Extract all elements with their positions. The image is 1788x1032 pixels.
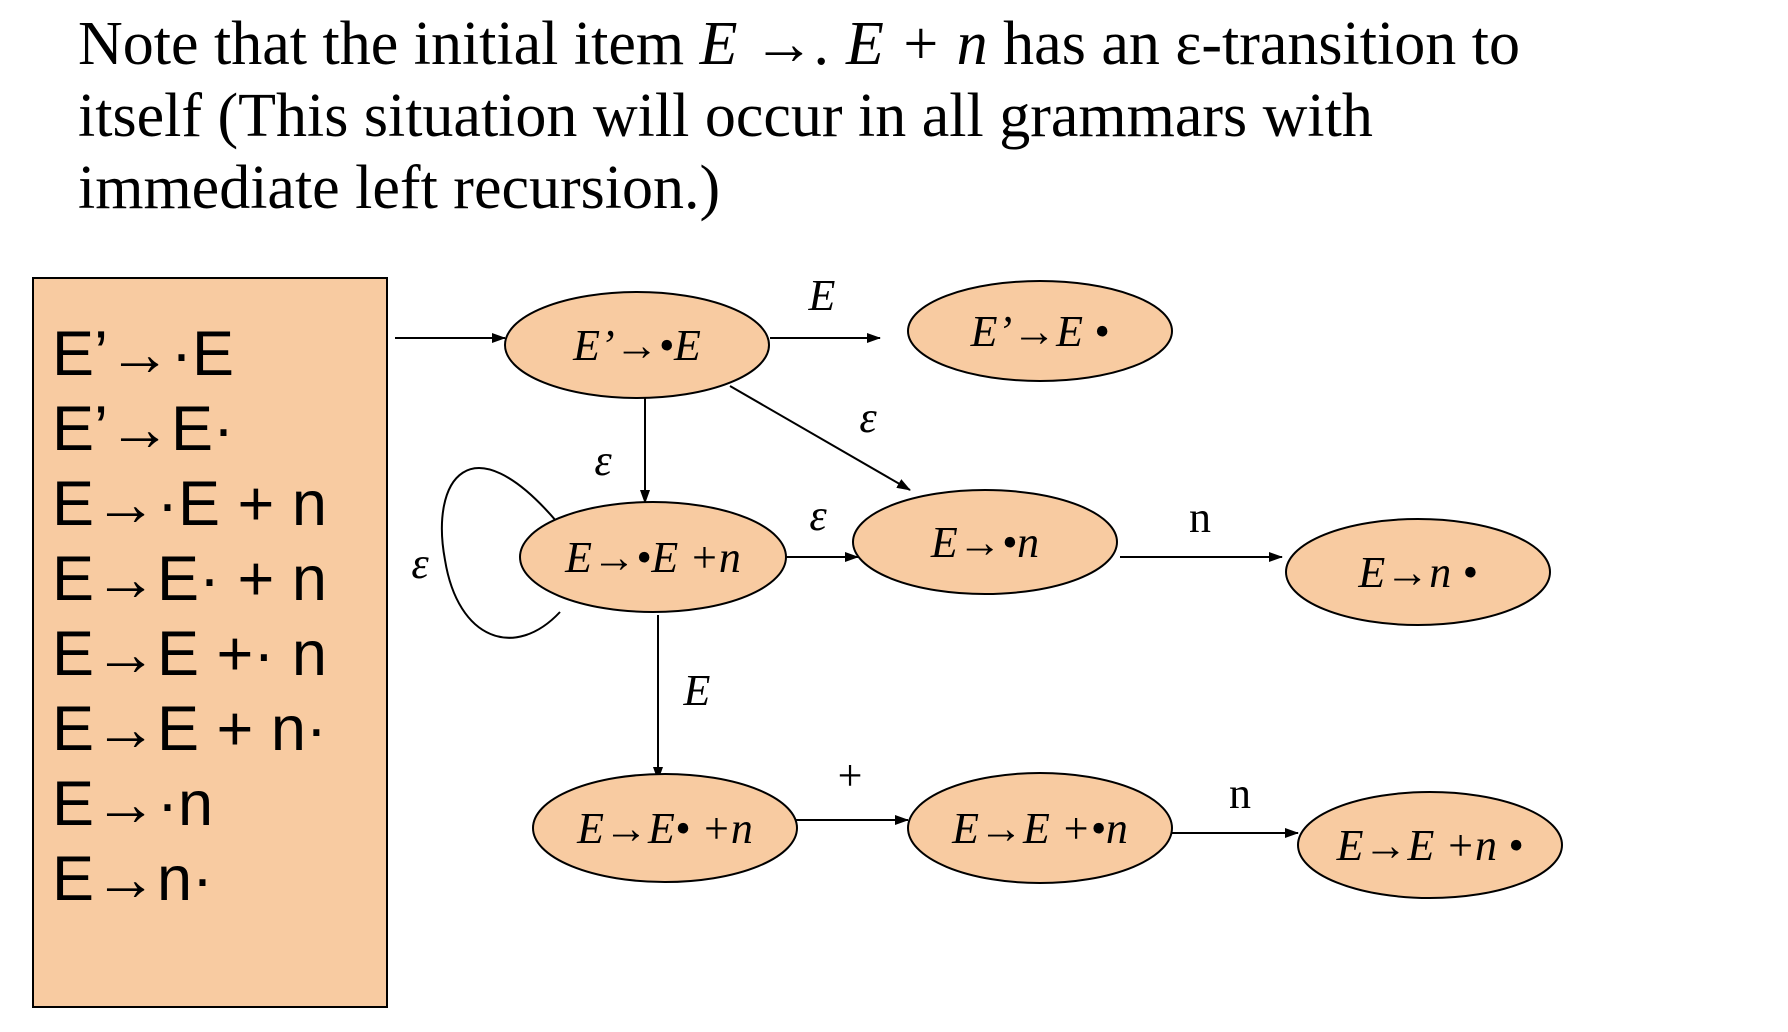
node-n3-label: E→•E +n xyxy=(564,533,741,582)
item-5: E→E + n· xyxy=(52,694,327,764)
node-n4-label: E→•n xyxy=(930,518,1039,567)
edge-label-n6-n7: + xyxy=(838,751,863,800)
edge-label-n1-n3: ε xyxy=(594,436,612,485)
node-n8: E→E +n • xyxy=(1297,791,1563,899)
edge-label-n3-n6: E xyxy=(683,666,711,715)
node-n1-label: E’→•E xyxy=(572,321,701,370)
item-1: E’→E· xyxy=(52,394,235,464)
node-n4: E→•n xyxy=(852,489,1118,595)
edge-label-n7-n8: n xyxy=(1229,769,1251,818)
caption-line-1: Note that the initial item E →. E + n ha… xyxy=(78,8,1758,80)
edge-n3-self-loop xyxy=(440,467,570,639)
item-2: E→·E + n xyxy=(52,469,327,539)
edge-label-n1-n2: E xyxy=(808,271,836,320)
node-n5: E→n • xyxy=(1285,518,1551,626)
item-3: E→E· + n xyxy=(52,544,327,614)
edge-n1-n4 xyxy=(729,385,911,491)
caption: Note that the initial item E →. E + n ha… xyxy=(78,8,1758,224)
caption-line-2: itself (This situation will occur in all… xyxy=(78,82,1373,150)
node-n2-label: E’→E • xyxy=(970,307,1110,356)
item-4: E→E +· n xyxy=(52,619,327,689)
node-n1: E’→•E xyxy=(504,291,770,399)
caption-item: E →. E + n xyxy=(699,10,988,78)
node-n7-label: E→E +•n xyxy=(951,804,1128,853)
edge-label-n3-self: ε xyxy=(411,539,429,588)
node-n7: E→E +•n xyxy=(907,772,1173,884)
caption-text-1b: has an ε-transition to xyxy=(987,10,1520,78)
node-n3: E→•E +n xyxy=(519,501,787,613)
node-n2: E’→E • xyxy=(907,280,1173,382)
edge-label-n4-n5: n xyxy=(1189,493,1211,542)
node-n6-label: E→E• +n xyxy=(576,804,753,853)
lr0-items-panel: E’→·E E’→E· E→·E + n E→E· + n E→E +· n E… xyxy=(32,277,388,1008)
edge-label-n3-n4: ε xyxy=(809,491,827,540)
node-n6: E→E• +n xyxy=(532,773,798,883)
node-n8-label: E→E +n • xyxy=(1336,821,1524,870)
item-6: E→·n xyxy=(52,769,214,839)
node-n5-label: E→n • xyxy=(1357,548,1477,597)
item-0: E’→·E xyxy=(52,319,235,389)
edge-label-n1-n4: ε xyxy=(859,393,877,442)
item-7: E→n· xyxy=(52,844,214,914)
caption-text-1a: Note that the initial item xyxy=(78,10,700,78)
caption-line-3: immediate left recursion.) xyxy=(78,154,721,222)
